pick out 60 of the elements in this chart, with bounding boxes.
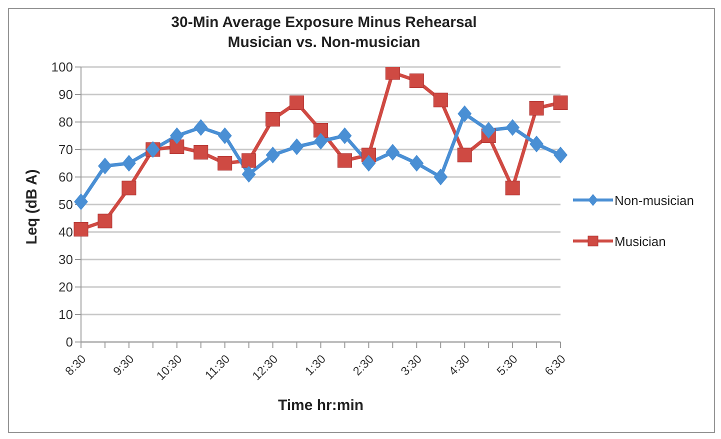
point — [122, 154, 136, 172]
point — [457, 148, 472, 162]
point — [74, 222, 88, 236]
x-axis-title: Time hr:min — [278, 397, 364, 414]
x-tick-label: 5:30 — [494, 352, 521, 378]
point — [409, 74, 424, 88]
point — [74, 193, 88, 210]
y-tick-label: 30 — [58, 252, 73, 268]
point — [314, 123, 328, 138]
x-tick-label: 6:30 — [542, 352, 569, 378]
point — [314, 132, 328, 150]
point — [218, 156, 232, 170]
legend-label: Musician — [614, 234, 666, 248]
legend-label: Non-musician — [614, 192, 694, 208]
point — [170, 127, 184, 144]
point — [506, 119, 520, 136]
y-tick-label: 60 — [58, 170, 73, 185]
point — [266, 146, 280, 164]
point — [386, 144, 400, 161]
x-tick-label: 3:30 — [398, 352, 425, 378]
y-tick-label: 80 — [58, 114, 73, 130]
point — [553, 96, 568, 110]
y-tick-label: 50 — [58, 197, 73, 212]
point — [242, 153, 256, 168]
x-tick-label: 4:30 — [446, 352, 473, 378]
y-tick-label: 70 — [58, 142, 73, 158]
point — [218, 127, 232, 144]
point — [194, 145, 208, 160]
y-tick-label: 20 — [58, 280, 73, 295]
point — [410, 154, 424, 172]
point — [290, 138, 304, 156]
point — [529, 101, 544, 116]
point — [338, 127, 352, 144]
y-tick-label: 10 — [58, 307, 73, 322]
point — [554, 146, 568, 164]
point — [266, 112, 280, 126]
point — [505, 180, 520, 196]
point — [290, 96, 304, 110]
point — [433, 92, 448, 108]
point — [98, 158, 112, 174]
x-tick-label: 9:30 — [110, 352, 137, 378]
point — [194, 119, 208, 136]
point — [530, 136, 544, 152]
y-tick-label: 0 — [66, 334, 73, 350]
point — [337, 153, 352, 168]
point — [482, 122, 496, 139]
chart-title: 30-Min Average Exposure Minus Rehearsal Musician vs. Non-musician — [170, 13, 478, 53]
point — [98, 214, 112, 228]
point — [458, 105, 472, 122]
point — [362, 154, 376, 172]
point — [242, 166, 256, 183]
point — [434, 168, 448, 186]
point — [122, 180, 136, 196]
y-tick-label: 40 — [58, 224, 73, 240]
x-tick-label: 8:30 — [62, 352, 90, 378]
point — [170, 140, 184, 154]
y-tick-label: 90 — [58, 87, 73, 102]
point — [385, 67, 400, 80]
y-tick-label: 100 — [51, 60, 73, 75]
y-axis-title: Leq (dB A) — [23, 169, 40, 244]
